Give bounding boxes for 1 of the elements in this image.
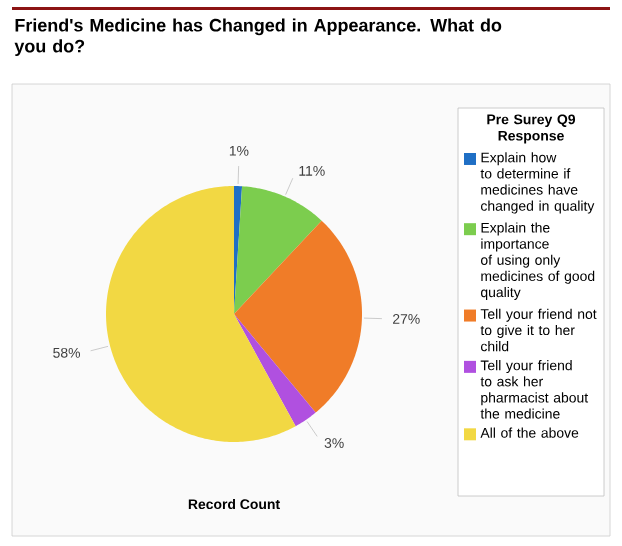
chart-title: Friend's Medicine has Changed in Appearance. What do you do? — [14, 18, 502, 57]
